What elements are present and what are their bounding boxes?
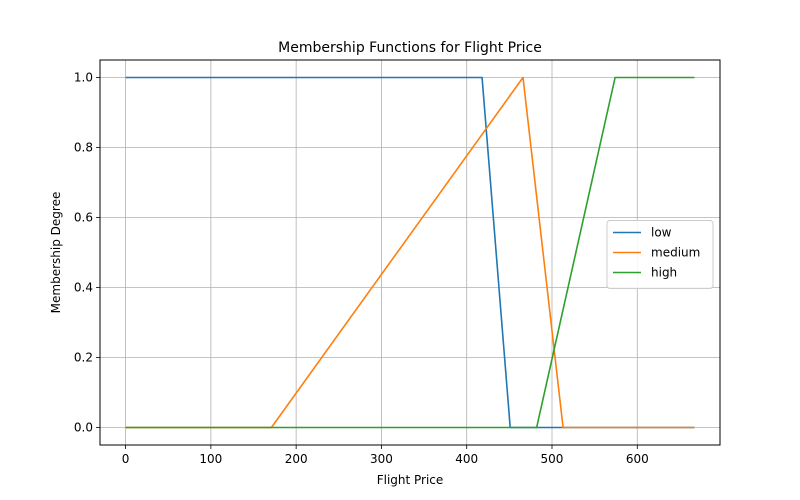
legend-box	[606, 220, 714, 289]
series-line-high	[125, 76, 695, 429]
axis-ticks: 0 100 200 300 400 500 600 0.0 0.2 0.4 0.6 0.8 1.0	[74, 71, 649, 467]
x-tick-label: 300	[370, 452, 393, 466]
x-tick-label: 200	[285, 452, 308, 466]
legend-label-low: low	[651, 226, 672, 240]
legend-label-medium: medium	[651, 246, 700, 260]
x-tick-label: 400	[455, 452, 478, 466]
legend: low medium high	[606, 220, 714, 289]
x-tick-label: 0	[122, 452, 130, 466]
y-tick-label: 0.8	[74, 141, 93, 155]
y-tick-label: 0.4	[74, 281, 93, 295]
y-tick-label: 1.0	[74, 71, 93, 85]
y-tick-label: 0.6	[74, 211, 93, 225]
y-tick-label: 0.2	[74, 351, 93, 365]
x-tick-label: 100	[199, 452, 222, 466]
x-tick-label: 500	[541, 452, 564, 466]
y-axis-label: Membership Degree	[49, 192, 63, 314]
chart-title: Membership Functions for Flight Price	[278, 40, 542, 56]
legend-label-high: high	[651, 266, 677, 280]
x-tick-label: 600	[626, 452, 649, 466]
series-lines	[125, 76, 695, 429]
y-tick-label: 0.0	[74, 421, 93, 435]
plot-frame	[99, 59, 721, 446]
x-axis-label: Flight Price	[377, 473, 444, 487]
